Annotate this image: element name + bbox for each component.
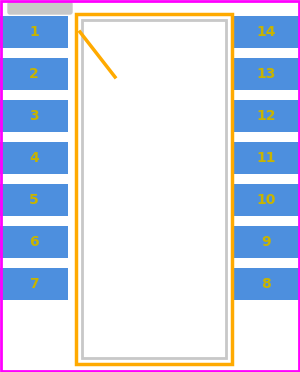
Bar bbox=[0, 226, 68, 258]
Text: 2: 2 bbox=[29, 67, 39, 81]
Bar bbox=[0, 142, 68, 174]
Bar bbox=[76, 14, 232, 364]
Bar bbox=[0, 268, 68, 300]
Text: 7: 7 bbox=[29, 277, 39, 291]
Bar bbox=[232, 268, 300, 300]
Bar bbox=[0, 184, 68, 216]
Bar bbox=[232, 226, 300, 258]
Text: 6: 6 bbox=[29, 235, 39, 249]
FancyBboxPatch shape bbox=[8, 2, 72, 14]
Text: 1: 1 bbox=[29, 25, 39, 39]
Bar bbox=[0, 58, 68, 90]
Text: 9: 9 bbox=[261, 235, 271, 249]
Bar bbox=[82, 20, 226, 358]
Text: 14: 14 bbox=[256, 25, 276, 39]
Bar bbox=[0, 100, 68, 132]
Text: 8: 8 bbox=[261, 277, 271, 291]
Text: 4: 4 bbox=[29, 151, 39, 165]
Text: 11: 11 bbox=[256, 151, 276, 165]
Bar bbox=[232, 100, 300, 132]
Text: 5: 5 bbox=[29, 193, 39, 207]
Text: 3: 3 bbox=[29, 109, 39, 123]
Text: 12: 12 bbox=[256, 109, 276, 123]
Bar bbox=[232, 58, 300, 90]
Text: 13: 13 bbox=[256, 67, 276, 81]
Bar bbox=[232, 142, 300, 174]
Bar bbox=[0, 16, 68, 48]
Bar bbox=[232, 16, 300, 48]
Bar bbox=[232, 184, 300, 216]
Text: 10: 10 bbox=[256, 193, 276, 207]
